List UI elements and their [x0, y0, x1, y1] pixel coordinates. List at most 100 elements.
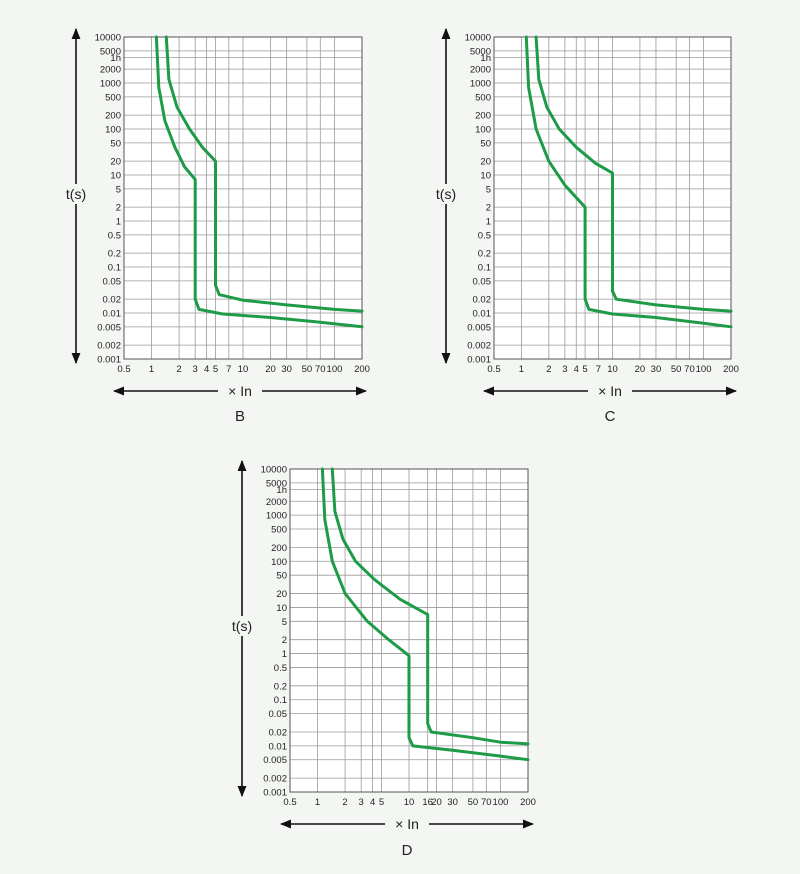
x-tick-label: 30 [447, 797, 458, 808]
y-tick-label: 20 [480, 157, 491, 168]
y-tick-label: 0.2 [108, 249, 121, 260]
y-tick-label: 1000 [100, 79, 121, 90]
y-tick-label: 10000 [261, 465, 287, 476]
x-tick-label: 100 [327, 364, 343, 375]
y-tick-label: 100 [105, 125, 121, 136]
x-label-bg [588, 381, 632, 401]
y-tick-label: 2000 [266, 497, 287, 508]
x-tick-label: 30 [651, 364, 662, 375]
y-tick-label: 0.1 [478, 263, 491, 274]
y-tick-label: 0.01 [473, 309, 492, 320]
y-tick-label: 0.002 [467, 341, 491, 352]
y-tick-label: 200 [475, 111, 491, 122]
y-tick-label: 1h [276, 485, 287, 496]
y-tick-label: 5000 [470, 46, 491, 57]
y-tick-label: 0.001 [263, 788, 287, 799]
x-tick-label: 1 [149, 364, 154, 375]
y-tick-label: 1h [480, 53, 491, 64]
y-tick-label: 0.005 [97, 322, 121, 333]
x-tick-label: 70 [315, 364, 326, 375]
y-axis-label: t(s) [232, 618, 252, 634]
x-tick-label: 70 [481, 797, 492, 808]
y-tick-label: 500 [475, 92, 491, 103]
x-axis-label: × In [598, 383, 622, 399]
y-tick-label: 0.005 [467, 322, 491, 333]
y-tick-label: 2000 [100, 65, 121, 76]
x-label-bg [218, 381, 262, 401]
y-tick-label: 1h [110, 53, 121, 64]
trip-curve-upper [164, 35, 364, 313]
y-tick-label: 1000 [266, 511, 287, 522]
x-tick-label: 10 [607, 364, 618, 375]
y-tick-label: 0.2 [478, 249, 491, 260]
y-tick-label: 0.2 [274, 681, 287, 692]
y-tick-label: 0.001 [97, 355, 121, 366]
chart-b: 0.5 1 2 3 4 5 7 10 20 30 50 70 100 2001000050001h2000… [60, 27, 370, 425]
y-tick-label: 500 [271, 525, 287, 536]
y-tick-label: 20 [110, 157, 121, 168]
x-tick-label: 5 [213, 364, 218, 375]
y-tick-label: 0.1 [274, 695, 287, 706]
y-tick-label: 1 [486, 217, 491, 228]
y-tick-label: 20 [276, 589, 287, 600]
y-tick-label: 50 [110, 138, 121, 149]
y-tick-label: 0.05 [473, 276, 492, 287]
y-tick-label: 10 [480, 171, 491, 182]
y-tick-label: 0.02 [269, 727, 288, 738]
x-tick-label: 200 [520, 797, 536, 808]
y-tick-label: 5000 [266, 478, 287, 489]
x-tick-label: 1 [315, 797, 320, 808]
chart-c: 0.5 1 2 3 4 5 7 10 20 30 50 70 100 2001000050001h2000… [430, 27, 739, 425]
plot-frame [123, 36, 363, 360]
y-tick-label: 0.5 [108, 230, 121, 241]
y-tick-label: 0.001 [467, 355, 491, 366]
y-axis-label: t(s) [66, 186, 86, 202]
x-tick-label: 5 [379, 797, 384, 808]
x-tick-label: 3 [562, 364, 567, 375]
x-tick-label: 7 [226, 364, 231, 375]
y-tick-label: 10000 [465, 33, 491, 44]
x-tick-label: 10 [238, 364, 249, 375]
x-tick-label: 2 [546, 364, 551, 375]
x-tick-label: 0.5 [117, 364, 130, 375]
y-tick-label: 0.01 [269, 741, 288, 752]
y-tick-label: 0.05 [103, 276, 122, 287]
y-label-bg [60, 184, 92, 204]
x-tick-label: 10 [404, 797, 415, 808]
y-tick-label: 5 [116, 184, 121, 195]
trip-curve-upper [534, 35, 733, 313]
x-tick-label: 50 [468, 797, 479, 808]
y-tick-label: 2 [282, 635, 287, 646]
x-tick-label: 4 [370, 797, 375, 808]
y-tick-label: 0.005 [263, 755, 287, 766]
x-tick-label: 20 [265, 364, 276, 375]
y-label-bg [430, 184, 462, 204]
x-tick-label: 30 [281, 364, 292, 375]
y-tick-label: 10000 [95, 33, 121, 44]
x-axis-label: × In [395, 816, 419, 832]
x-tick-label: 0.5 [283, 797, 296, 808]
x-tick-label: 20 [431, 797, 442, 808]
y-tick-label: 5 [282, 617, 287, 628]
y-tick-label: 200 [105, 111, 121, 122]
chart-title: C [605, 408, 616, 425]
x-tick-label: 4 [204, 364, 209, 375]
y-tick-label: 5000 [100, 46, 121, 57]
y-tick-label: 100 [271, 557, 287, 568]
y-tick-label: 0.01 [103, 309, 122, 320]
chart-title: D [402, 842, 413, 859]
x-tick-label: 4 [574, 364, 579, 375]
y-tick-label: 2 [116, 203, 121, 214]
x-tick-label: 100 [493, 797, 509, 808]
y-axis-label: t(s) [436, 186, 456, 202]
y-tick-label: 10 [276, 603, 287, 614]
x-tick-label: 100 [696, 364, 712, 375]
trip-curve-lower [524, 35, 733, 329]
y-tick-label: 0.1 [108, 263, 121, 274]
x-tick-label: 0.5 [487, 364, 500, 375]
y-tick-label: 0.5 [478, 230, 491, 241]
chart-title: B [235, 408, 245, 425]
x-tick-label: 2 [176, 364, 181, 375]
